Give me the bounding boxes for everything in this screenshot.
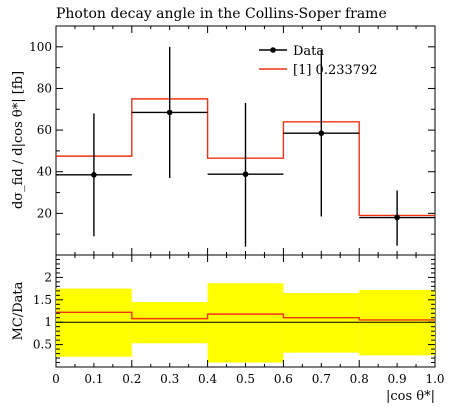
y-tick-label-ratio: 0.5 — [33, 338, 52, 352]
data-point — [318, 130, 325, 137]
y-tick-label-main: 80 — [37, 81, 52, 95]
y-tick-label-main: 100 — [29, 40, 52, 54]
legend-mc-label: [1] 0.233792 — [293, 63, 378, 78]
x-tick-label: 0.8 — [350, 372, 369, 386]
y-tick-label-ratio: 2 — [44, 270, 52, 284]
x-tick-label: 0.6 — [274, 372, 293, 386]
data-point — [394, 214, 400, 221]
data-point — [242, 171, 249, 178]
legend: Data [1] 0.233792 — [259, 44, 378, 78]
x-tick-label: 0.1 — [84, 372, 103, 386]
ratio-band-bin — [207, 283, 284, 363]
x-tick-label: 0.4 — [198, 372, 217, 386]
y-tick-label-ratio: 1.5 — [33, 293, 52, 307]
ratio-panel — [56, 283, 435, 363]
main-panel — [56, 46, 435, 247]
legend-data-marker — [270, 47, 276, 53]
x-tick-label: 0.7 — [312, 372, 331, 386]
chart-title: Photon decay angle in the Collins-Soper … — [56, 6, 387, 22]
x-tick-label: 0.9 — [388, 372, 407, 386]
data-point — [91, 172, 97, 178]
ratio-band-bin — [283, 293, 360, 353]
y-axis-label-main: dσ_fid / d|cos θ*| [fb] — [11, 71, 26, 209]
data-point — [166, 109, 173, 116]
x-tick-label: 0.3 — [160, 372, 179, 386]
y-axis-label-ratio: MC/Data — [11, 281, 26, 340]
y-tick-label-main: 20 — [37, 206, 52, 220]
ratio-mc-line — [56, 311, 435, 321]
y-tick-label-main: 40 — [37, 165, 52, 179]
x-tick-label: 0 — [52, 372, 60, 386]
y-tick-label-main: 60 — [37, 123, 52, 137]
x-tick-label: 0.2 — [122, 372, 141, 386]
y-tick-label-ratio: 1 — [44, 315, 52, 329]
legend-data-label: Data — [293, 44, 324, 59]
x-axis-label: |cos θ*| — [386, 389, 435, 404]
x-tick-label: 1.0 — [425, 372, 444, 386]
x-tick-label: 0.5 — [236, 372, 255, 386]
